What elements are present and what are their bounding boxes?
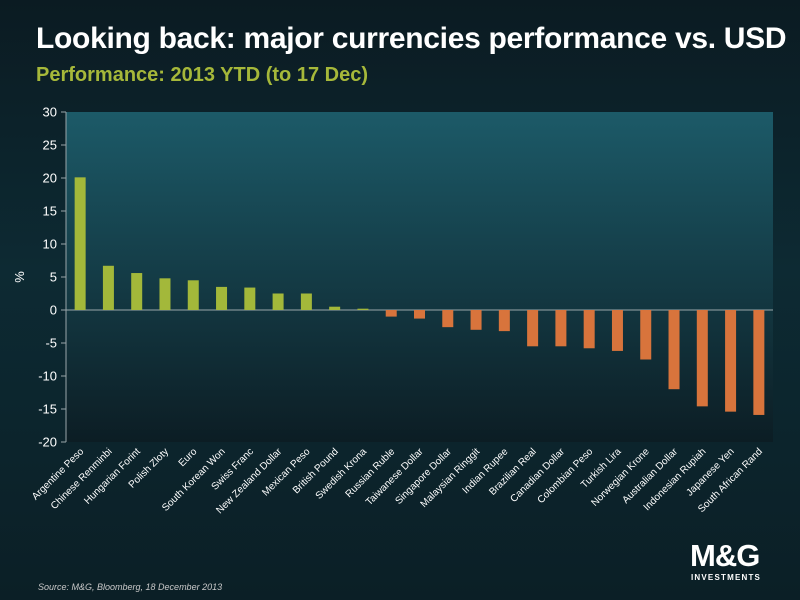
- bar-japanese-yen: [725, 310, 737, 412]
- bar-indonesian-rupiah: [696, 310, 708, 407]
- bar-hungarian-forint: [131, 273, 143, 310]
- x-category-label: Euro: [177, 446, 200, 469]
- bar-indian-rupee: [498, 310, 510, 332]
- bar-polish-zloty: [159, 278, 171, 310]
- y-tick-label: -15: [38, 402, 57, 417]
- y-tick-label: 20: [43, 171, 57, 186]
- bar-new-zealand-dollar: [272, 293, 284, 310]
- bar-canadian-dollar: [555, 310, 567, 347]
- y-tick-label: 5: [50, 270, 57, 285]
- bar-norwegian-krone: [640, 310, 652, 360]
- bar-euro: [187, 280, 199, 310]
- x-category-label: Russian Ruble: [344, 446, 398, 500]
- bar-singapore-dollar: [442, 310, 454, 328]
- y-tick-label: 30: [43, 105, 57, 120]
- y-tick-label: 25: [43, 138, 57, 153]
- bar-taiwanese-dollar: [414, 310, 425, 319]
- mg-investments-logo: M&G INVESTMENTS: [690, 538, 782, 586]
- bar-chinese-renminbi: [102, 265, 114, 310]
- bar-south-korean-won: [216, 286, 228, 310]
- bar-australian-dollar: [668, 310, 680, 390]
- y-tick-label: -5: [45, 336, 57, 351]
- bar-south-african-rand: [753, 310, 765, 415]
- plot-area: [66, 112, 773, 442]
- bar-brazilian-real: [527, 310, 539, 347]
- y-axis: 30 25 20 15 10 5 0 -5 -10 -15 -20: [38, 105, 773, 450]
- bar-mexican-peso: [300, 293, 312, 310]
- logo-brand: M&G: [690, 538, 760, 573]
- bar-british-pound: [329, 306, 341, 310]
- y-axis-title: %: [12, 271, 27, 283]
- source-note: Source: M&G, Bloomberg, 18 December 2013: [38, 582, 223, 592]
- bar-russian-ruble: [385, 310, 397, 317]
- y-tick-label: 0: [50, 303, 57, 318]
- bar-argentine-peso: [74, 177, 86, 310]
- chart-subtitle: Performance: 2013 YTD (to 17 Dec): [36, 64, 368, 86]
- bar-swiss-franc: [244, 287, 256, 310]
- bar-turkish-lira: [611, 310, 623, 351]
- y-tick-label: 15: [43, 204, 57, 219]
- chart-title: Looking back: major currencies performan…: [36, 22, 787, 55]
- bars: [74, 177, 765, 415]
- y-tick-label: 10: [43, 237, 57, 252]
- bar-swedish-krona: [357, 308, 369, 310]
- y-tick-label: -20: [38, 435, 57, 450]
- y-tick-label: -10: [38, 369, 57, 384]
- bar-colombian-peso: [583, 310, 595, 349]
- bar-malaysian-ringgit: [470, 310, 482, 330]
- logo-tagline: INVESTMENTS: [691, 573, 762, 582]
